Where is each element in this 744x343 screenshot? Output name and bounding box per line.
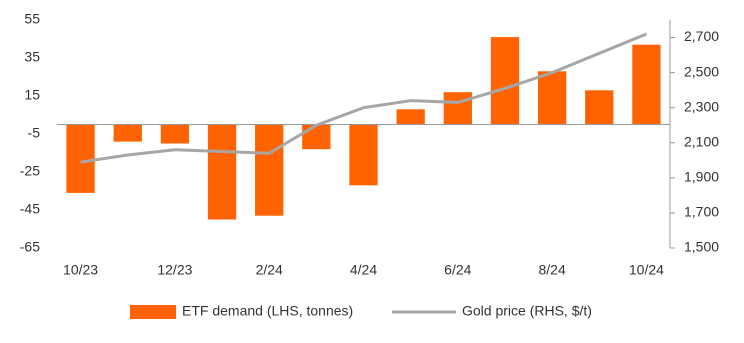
legend-label: ETF demand (LHS, tonnes) (182, 303, 353, 319)
y2-tick-label: 1,700 (684, 204, 719, 220)
y-tick-label: 35 (24, 49, 40, 65)
bar (537, 71, 567, 125)
bar (207, 124, 237, 220)
bar (66, 124, 95, 193)
bar (255, 124, 284, 216)
legend-label: Gold price (RHS, $/t) (462, 303, 592, 319)
x-tick-label: 12/23 (157, 262, 192, 278)
x-tick-label: 10/24 (629, 262, 664, 278)
y-tick-label: -45 (20, 201, 40, 217)
y2-tick-label: 1,900 (684, 169, 719, 185)
bar (585, 90, 614, 125)
x-tick-label: 10/23 (63, 262, 98, 278)
y2-tick-label: 2,300 (684, 98, 719, 114)
bar (632, 44, 661, 125)
x-tick-label: 2/24 (256, 262, 283, 278)
y2-tick-label: 2,700 (684, 28, 719, 44)
bar (490, 37, 520, 125)
x-tick-label: 6/24 (444, 262, 471, 278)
bar (302, 124, 331, 150)
y-tick-label: 55 (24, 11, 40, 27)
y2-tick-label: 2,500 (684, 63, 719, 79)
legend-swatch (130, 305, 176, 319)
y-tick-label: -25 (20, 163, 40, 179)
x-tick-label: 8/24 (538, 262, 565, 278)
x-tick-label: 4/24 (350, 262, 377, 278)
y-tick-label: -5 (28, 125, 41, 141)
bar (160, 124, 190, 144)
y-tick-label: -65 (20, 239, 40, 255)
bar (396, 109, 425, 125)
line (80, 32, 647, 164)
y2-tick-label: 1,500 (684, 239, 719, 255)
y-tick-label: 15 (24, 87, 40, 103)
bar (443, 92, 472, 125)
bar (113, 124, 142, 142)
bar (349, 124, 378, 186)
y2-tick-label: 2,100 (684, 133, 719, 149)
